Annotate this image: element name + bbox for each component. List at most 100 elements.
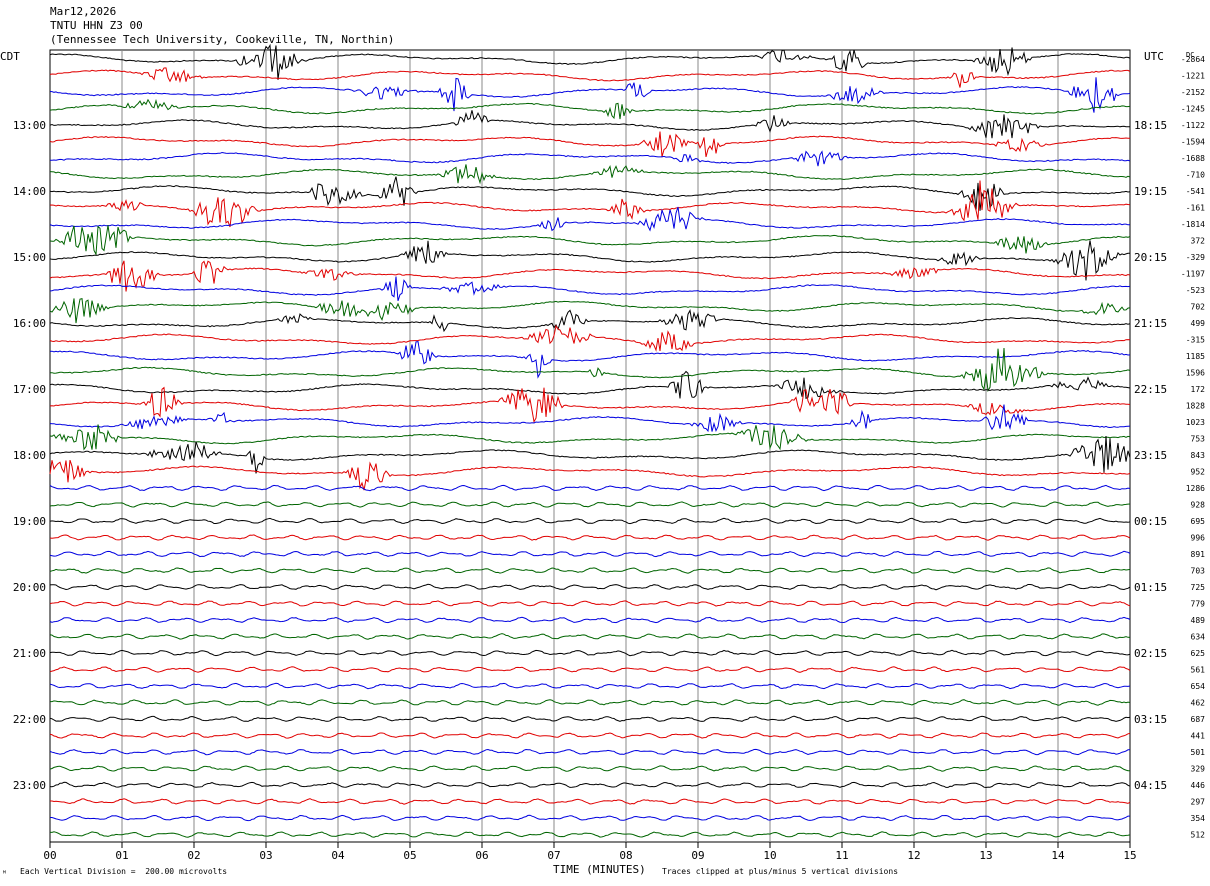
trace-row [49,435,1131,474]
dc-offset-label: 687 [1191,715,1206,724]
dc-offset-label: 297 [1191,798,1206,807]
right-hour-label: 22:15 [1134,383,1167,396]
right-hour-label: 00:15 [1134,515,1167,528]
clip-note: Traces clipped at plus/minus 5 vertical … [662,867,899,876]
dc-offset-label: 952 [1191,468,1206,477]
dc-offset-label: -1221 [1181,72,1205,81]
dc-offset-label: -523 [1186,286,1205,295]
dc-header-label: DC [1186,51,1194,59]
trace-row [50,814,1130,822]
dc-offset-label: -315 [1186,336,1205,345]
dc-offset-label: -1245 [1181,105,1205,114]
trace-row [49,324,1131,352]
dc-offset-label: -1814 [1181,220,1205,229]
left-hour-label: 17:00 [13,383,46,396]
dc-offset-label: 329 [1191,765,1206,774]
dc-offset-label: 372 [1191,237,1206,246]
right-hour-label: 20:15 [1134,251,1167,264]
trace-row [49,715,1131,723]
left-hour-label: 19:00 [13,515,46,528]
trace-row [49,276,1131,301]
trace-row [49,459,1131,491]
dc-offset-label: 446 [1191,781,1206,790]
trace-row [49,98,1131,120]
trace-row [49,424,1131,451]
scale-note: Each Vertical Division = 200.00 microvol… [20,867,228,876]
trace-row [49,649,1131,657]
trace-row [49,67,1131,88]
trace-row [49,110,1131,139]
corner-mark: ᴹ [2,869,7,878]
trace-row [49,732,1131,739]
dc-offset-label: -1197 [1181,270,1205,279]
left-hour-label: 15:00 [13,251,46,264]
x-tick-label: 12 [907,849,920,862]
dc-offset-label: 753 [1191,435,1206,444]
trace-row [49,131,1130,158]
dc-offset-label: -710 [1186,171,1205,180]
trace-row [49,176,1131,211]
trace-row [49,633,1131,640]
x-tick-label: 01 [115,849,128,862]
right-hour-label: 01:15 [1134,581,1167,594]
dc-offset-label: 1023 [1186,418,1205,427]
dc-offset-label: 441 [1191,732,1206,741]
trace-row [49,308,1131,333]
dc-offset-label: -541 [1186,187,1205,196]
trace-row [49,77,1131,113]
left-timezone-label: CDT [0,50,20,63]
left-hour-label: 13:00 [13,119,46,132]
trace-row [49,534,1131,541]
dc-offset-label: -1594 [1181,138,1205,147]
dc-offset-label: 634 [1191,633,1206,642]
trace-row [49,583,1131,591]
left-hour-label: 16:00 [13,317,46,330]
right-timezone-label: UTC [1144,50,1164,63]
left-hour-label: 14:00 [13,185,46,198]
dc-offset-label: 489 [1191,616,1206,625]
trace-row [49,225,1131,257]
dc-offset-label: 702 [1191,303,1206,312]
dc-offset-label: 499 [1191,319,1206,328]
dc-offset-label: 779 [1191,600,1206,609]
date-label: Mar12,2026 [50,5,117,18]
x-axis-title: TIME (MINUTES) [553,863,646,876]
trace-row [49,682,1131,690]
trace-row [49,666,1131,673]
dc-offset-label: 1596 [1186,369,1205,378]
dc-offset-label: -161 [1186,204,1205,213]
trace-row [49,748,1130,756]
dc-offset-label: -1688 [1181,154,1205,163]
trace-row [49,43,1131,80]
location-label: (Tennessee Tech University, Cookeville, … [50,33,395,46]
trace-row [49,501,1131,508]
dc-offset-label: 695 [1191,517,1206,526]
dc-offset-label: 1286 [1186,484,1205,493]
x-tick-label: 06 [475,849,488,862]
trace-row [49,150,1131,167]
trace-row [49,341,1131,379]
right-hour-label: 23:15 [1134,449,1167,462]
x-tick-label: 05 [403,849,416,862]
station-label: TNTU HHN Z3 00 [50,19,143,32]
x-tick-label: 11 [835,849,848,862]
x-tick-label: 13 [979,849,992,862]
dc-offset-label: 1828 [1186,402,1205,411]
trace-row [49,550,1131,558]
trace-row [49,781,1131,789]
x-tick-label: 14 [1051,849,1065,862]
left-hour-label: 23:00 [13,779,46,792]
right-hour-label: 02:15 [1134,647,1167,660]
dc-offset-label: 462 [1191,699,1206,708]
right-hour-label: 03:15 [1134,713,1167,726]
dc-offset-label: 501 [1191,748,1206,757]
dc-offset-label: 725 [1191,583,1206,592]
left-hour-label: 18:00 [13,449,46,462]
trace-row [49,297,1131,324]
trace-row [50,699,1131,706]
trace-row [49,240,1131,281]
trace-row [49,517,1131,525]
dc-offset-label: 172 [1191,385,1206,394]
dc-offset-label: -2864 [1181,55,1205,64]
